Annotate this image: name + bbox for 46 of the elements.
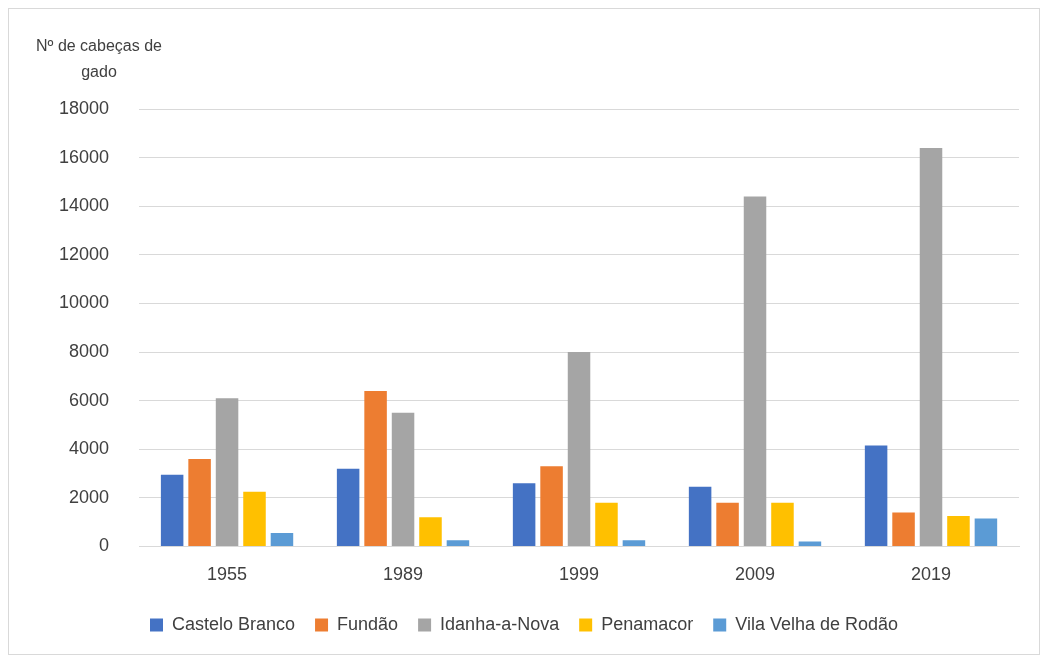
bar — [364, 390, 387, 546]
bar — [419, 517, 442, 546]
y-tick-label: 0 — [99, 535, 110, 556]
y-tick-label: 10000 — [58, 292, 110, 313]
bar — [391, 412, 415, 546]
bar — [243, 491, 266, 546]
bar — [540, 466, 563, 546]
bar — [215, 398, 239, 546]
x-tick-label: 1955 — [207, 564, 248, 585]
bar — [446, 540, 470, 546]
bar — [771, 502, 794, 546]
y-tick-label: 18000 — [58, 97, 110, 118]
bar — [270, 533, 294, 546]
y-axis-title: Nº de cabeças de gado — [35, 36, 163, 82]
legend-label: Vila Velha de Rodão — [735, 613, 899, 634]
bar — [947, 516, 970, 546]
bar — [567, 352, 591, 546]
legend-label: Castelo Branco — [171, 613, 296, 634]
x-tick-label: 1989 — [383, 564, 424, 585]
x-tick-label: 1999 — [559, 564, 600, 585]
bar — [716, 502, 739, 546]
bar — [595, 502, 618, 546]
bar — [160, 474, 184, 546]
bar — [188, 458, 211, 546]
y-tick-label: 4000 — [69, 438, 110, 459]
bar — [336, 468, 360, 546]
bar — [512, 483, 536, 546]
bar — [864, 445, 888, 546]
bar — [919, 147, 943, 546]
y-tick-label: 2000 — [69, 486, 110, 507]
bar — [798, 541, 822, 546]
legend-label: Penamacor — [601, 613, 694, 634]
bar — [688, 486, 712, 546]
y-tick-label: 14000 — [58, 195, 110, 216]
x-tick-label: 2009 — [734, 564, 776, 585]
y-tick-label: 16000 — [58, 146, 110, 167]
y-tick-label: 6000 — [69, 389, 110, 410]
y-tick-label: 8000 — [69, 340, 110, 361]
x-tick-label: 2019 — [910, 564, 952, 585]
bar — [974, 518, 998, 546]
bar — [743, 196, 767, 546]
bar — [892, 512, 915, 546]
y-tick-label: 12000 — [58, 243, 110, 264]
legend-label: Idanha-a-Nova — [440, 613, 561, 634]
legend-label: Fundão — [337, 613, 399, 634]
bar — [622, 540, 646, 546]
